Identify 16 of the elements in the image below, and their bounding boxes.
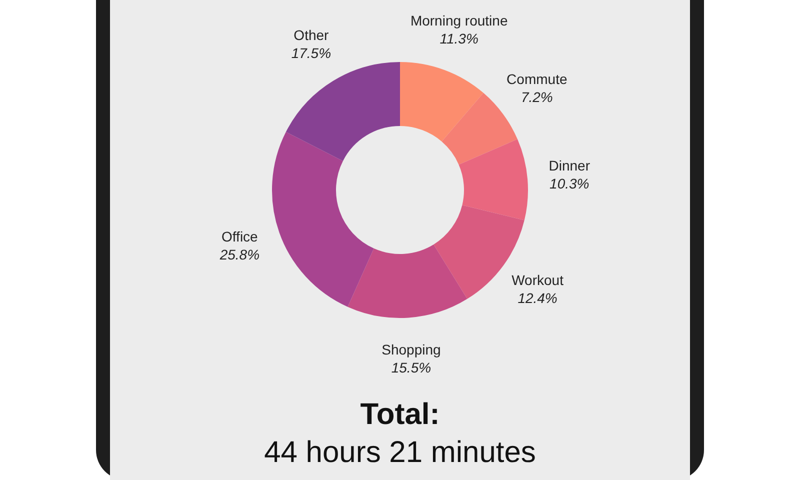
data-label: 10.3% [550, 175, 590, 192]
slice-label: Other [294, 26, 330, 43]
slice-label: Dinner [548, 157, 590, 174]
slice-label: Workout [512, 272, 564, 288]
data-label: 17.5% [291, 44, 332, 61]
data-label: 7.2% [520, 89, 553, 106]
text: Total: [359, 397, 441, 433]
data-label: 25.8% [218, 246, 260, 262]
slice-label: Office [222, 228, 258, 244]
data-label: 12.4% [518, 290, 558, 306]
text: 44 hours 21 minutes [263, 435, 537, 471]
data-label: 15.5% [391, 360, 432, 376]
slice-label: Shopping [382, 341, 441, 358]
data-label: 11.3% [440, 30, 478, 46]
slice-label: Morning routine [410, 12, 508, 28]
slice-label: Commute [506, 71, 568, 88]
